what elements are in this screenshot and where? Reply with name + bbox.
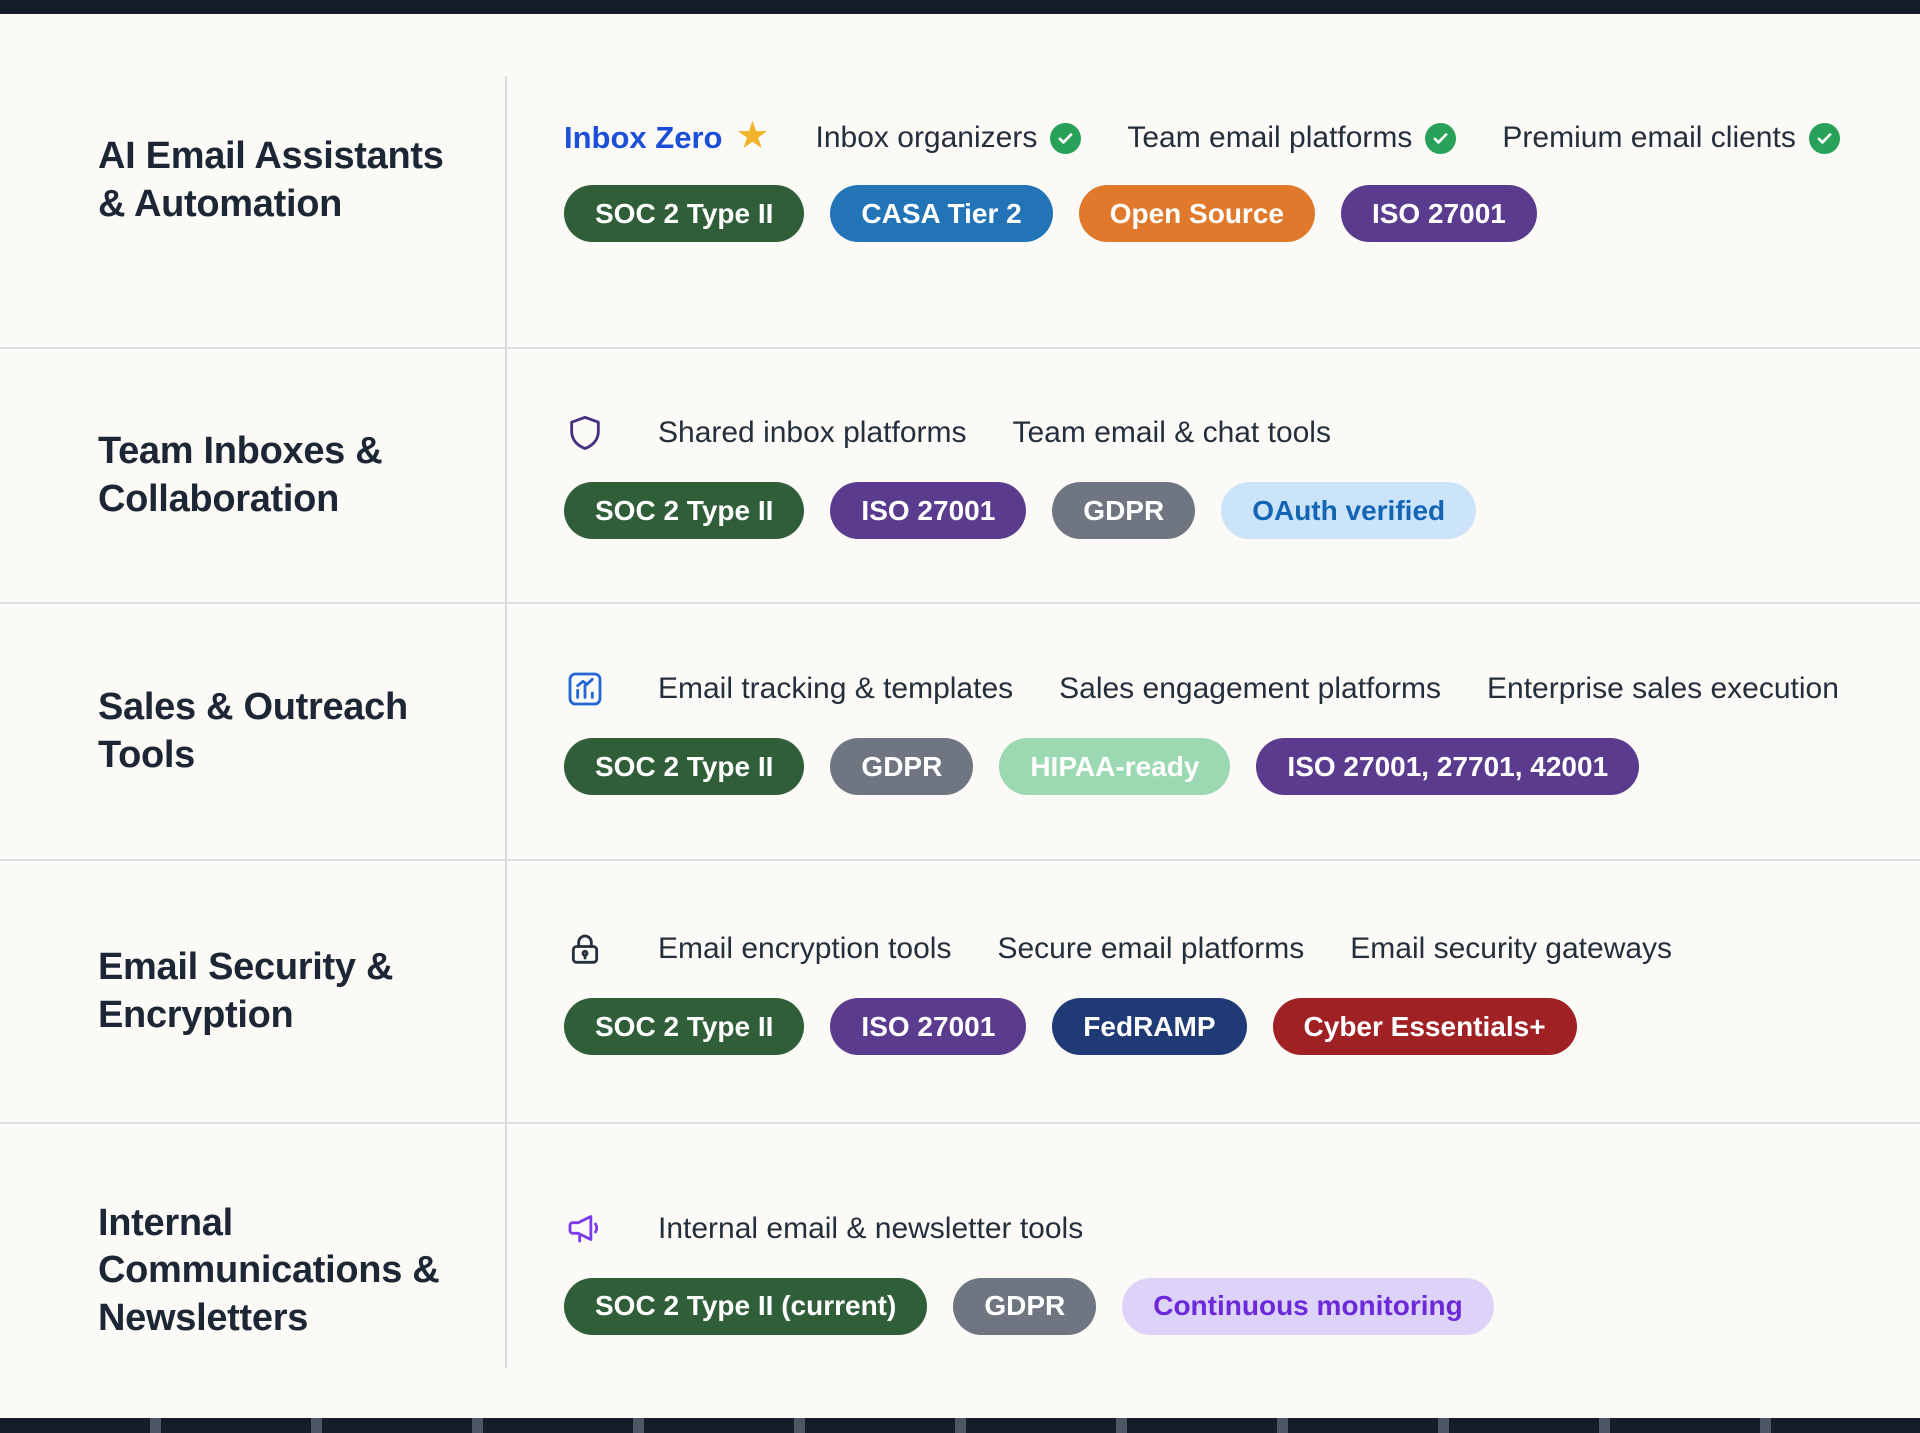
category-label: Internal email & newsletter tools <box>658 1211 1084 1245</box>
certification-badge: GDPR <box>953 1277 1097 1335</box>
category-list: Email encryption tools Secure email platf… <box>564 928 1880 970</box>
featured-category-link[interactable]: Inbox Zero ★ <box>564 115 770 157</box>
certification-badge: SOC 2 Type II <box>564 998 805 1055</box>
table-row: Email Security & Encryption Email encrypt… <box>0 861 1920 1124</box>
certification-badge: CASA Tier 2 <box>830 185 1053 242</box>
category-label: Inbox organizers <box>815 121 1038 154</box>
vertical-divider <box>505 76 507 1368</box>
check-circle-icon <box>1050 122 1082 154</box>
certification-badge: HIPAA-ready <box>999 738 1231 795</box>
category-label: Email tracking & templates <box>658 672 1014 705</box>
category-item: Team email & chat tools <box>1013 416 1331 450</box>
category-label: Secure email platforms <box>997 932 1305 965</box>
check-circle-icon <box>1425 122 1457 154</box>
certification-badge: GDPR <box>830 738 974 795</box>
row-title: AI Email Assistants & Automation <box>98 135 444 225</box>
table-row: AI Email Assistants & Automation Inbox Ze… <box>0 14 1920 349</box>
category-label: Inbox Zero <box>564 120 723 155</box>
row-title-cell: Internal Communications & Newsletters <box>0 1124 506 1418</box>
row-content-cell: Inbox Zero ★ Inbox organizers Team email pl… <box>506 14 1920 347</box>
category-item: Team email platforms <box>1127 121 1457 155</box>
certification-badge: ISO 27001 <box>830 998 1027 1055</box>
category-label: Sales engagement platforms <box>1059 672 1442 705</box>
badge-list: SOC 2 Type II ISO 27001 FedRAMP Cyber Essen… <box>564 998 1880 1055</box>
category-item: Email security gateways <box>1350 932 1672 966</box>
bottom-border-bar <box>0 1418 1920 1433</box>
category-item: Premium email clients <box>1502 121 1840 155</box>
table-row: Sales & Outreach Tools Email tracking & t… <box>0 604 1920 861</box>
row-title: Team Inboxes & Collaboration <box>98 430 383 520</box>
certification-badge: ISO 27001 <box>830 482 1027 539</box>
certification-badge: SOC 2 Type II <box>564 185 805 242</box>
comparison-table: AI Email Assistants & Automation Inbox Ze… <box>0 14 1920 1418</box>
row-title-cell: AI Email Assistants & Automation <box>0 14 506 347</box>
row-title-cell: Sales & Outreach Tools <box>0 604 506 859</box>
category-item: Enterprise sales execution <box>1487 672 1839 706</box>
top-border-bar <box>0 0 1920 14</box>
row-content-cell: Shared inbox platforms Team email & chat … <box>506 349 1920 602</box>
badge-list: SOC 2 Type II CASA Tier 2 Open Source ISO 2… <box>564 185 1880 242</box>
category-item: Internal email & newsletter tools <box>658 1212 1083 1246</box>
check-circle-icon <box>1808 122 1840 154</box>
category-item: Email encryption tools <box>658 932 951 966</box>
row-title-cell: Team Inboxes & Collaboration <box>0 349 506 602</box>
certification-badge: Open Source <box>1078 185 1315 242</box>
certification-badge: ISO 27001, 27701, 42001 <box>1256 738 1640 795</box>
row-content-cell: Email tracking & templates Sales engageme… <box>506 604 1920 859</box>
category-list: Internal email & newsletter tools <box>564 1208 1880 1250</box>
row-content-cell: Email encryption tools Secure email platf… <box>506 861 1920 1122</box>
row-title-cell: Email Security & Encryption <box>0 861 506 1122</box>
category-list: Shared inbox platforms Team email & chat … <box>564 412 1880 454</box>
megaphone-icon <box>564 1208 606 1250</box>
certification-badge: FedRAMP <box>1052 998 1247 1055</box>
certification-badge: Cyber Essentials+ <box>1272 998 1577 1055</box>
category-list: Email tracking & templates Sales engageme… <box>564 668 1880 710</box>
category-item: Shared inbox platforms <box>658 416 967 450</box>
lock-icon <box>564 928 606 970</box>
category-list: Inbox Zero ★ Inbox organizers Team email pl… <box>564 115 1880 157</box>
table-row: Internal Communications & Newsletters Int… <box>0 1124 1920 1418</box>
category-label: Team email platforms <box>1127 121 1413 154</box>
certification-badge: SOC 2 Type II <box>564 482 805 539</box>
certification-badge: SOC 2 Type II <box>564 738 805 795</box>
table-row: Team Inboxes & Collaboration Shared inbox… <box>0 349 1920 604</box>
row-title: Sales & Outreach Tools <box>98 686 408 776</box>
category-item: Inbox organizers <box>816 121 1082 155</box>
badge-list: SOC 2 Type II (current) GDPR Continuous mo… <box>564 1277 1880 1335</box>
category-item: Sales engagement platforms <box>1059 672 1441 706</box>
certification-badge: Continuous monitoring <box>1122 1277 1494 1335</box>
shield-icon <box>564 412 606 454</box>
row-title: Email Security & Encryption <box>98 946 394 1036</box>
category-label: Enterprise sales execution <box>1487 672 1839 705</box>
category-label: Email encryption tools <box>658 932 952 965</box>
star-icon: ★ <box>735 115 770 157</box>
category-item: Email tracking & templates <box>658 672 1013 706</box>
row-title: Internal Communications & Newsletters <box>98 1202 440 1339</box>
certification-badge: ISO 27001 <box>1340 185 1537 242</box>
category-item: Secure email platforms <box>997 932 1304 966</box>
certification-badge: GDPR <box>1052 482 1196 539</box>
badge-list: SOC 2 Type II GDPR HIPAA-ready ISO 27001, 2… <box>564 738 1880 795</box>
badge-list: SOC 2 Type II ISO 27001 GDPR OAuth verified <box>564 482 1880 539</box>
chart-icon <box>564 668 606 710</box>
category-label: Premium email clients <box>1502 121 1796 154</box>
certification-badge: OAuth verified <box>1221 482 1477 539</box>
row-content-cell: Internal email & newsletter tools SOC 2 T… <box>506 1124 1920 1418</box>
category-label: Shared inbox platforms <box>658 416 967 449</box>
certification-badge: SOC 2 Type II (current) <box>564 1277 928 1335</box>
category-label: Email security gateways <box>1350 932 1673 965</box>
category-label: Team email & chat tools <box>1012 416 1331 449</box>
